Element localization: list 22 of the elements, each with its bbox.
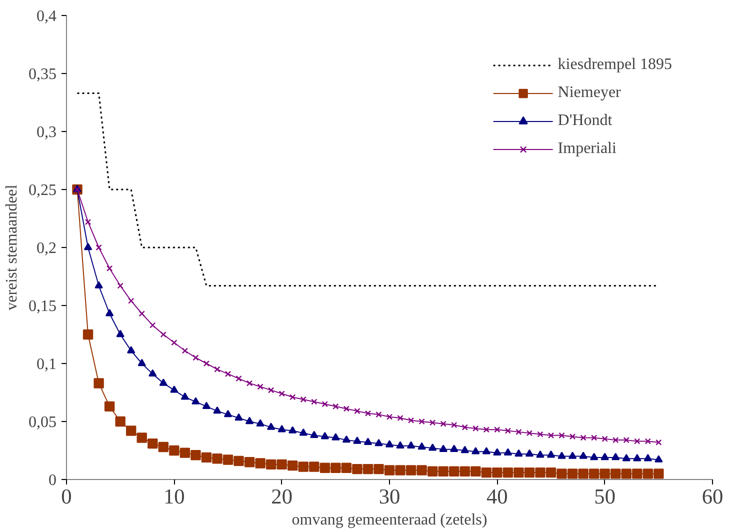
x-tick-label: 40 — [486, 484, 508, 508]
legend-label: kiesdrempel 1895 — [558, 56, 672, 74]
x-tick-label: 60 — [702, 484, 724, 508]
y-tick-label: 0,35 — [28, 66, 56, 83]
x-axis-title: omvang gemeenteraad (zetels) — [292, 512, 488, 528]
legend-label: Niemeyer — [558, 84, 621, 102]
y-tick-label: 0,05 — [28, 414, 56, 431]
y-tick-label: 0,15 — [28, 298, 56, 315]
y-tick-label: 0,1 — [36, 356, 56, 373]
y-tick-label: 0,25 — [28, 182, 56, 199]
y-tick-label: 0 — [48, 472, 56, 489]
legend-label: Imperiali — [558, 140, 616, 158]
legend-label: D'Hondt — [558, 112, 612, 130]
x-tick-label: 50 — [594, 484, 616, 508]
y-tick-label: 0,4 — [36, 8, 56, 25]
y-axis-title: vereist stemaandeel — [4, 184, 20, 310]
x-tick-label: 10 — [164, 484, 185, 508]
x-tick-label: 0 — [61, 484, 72, 508]
x-tick-label: 20 — [271, 484, 292, 508]
y-tick-label: 0,2 — [36, 240, 56, 257]
y-tick-label: 0,3 — [36, 124, 56, 141]
x-tick-label: 30 — [378, 484, 400, 508]
